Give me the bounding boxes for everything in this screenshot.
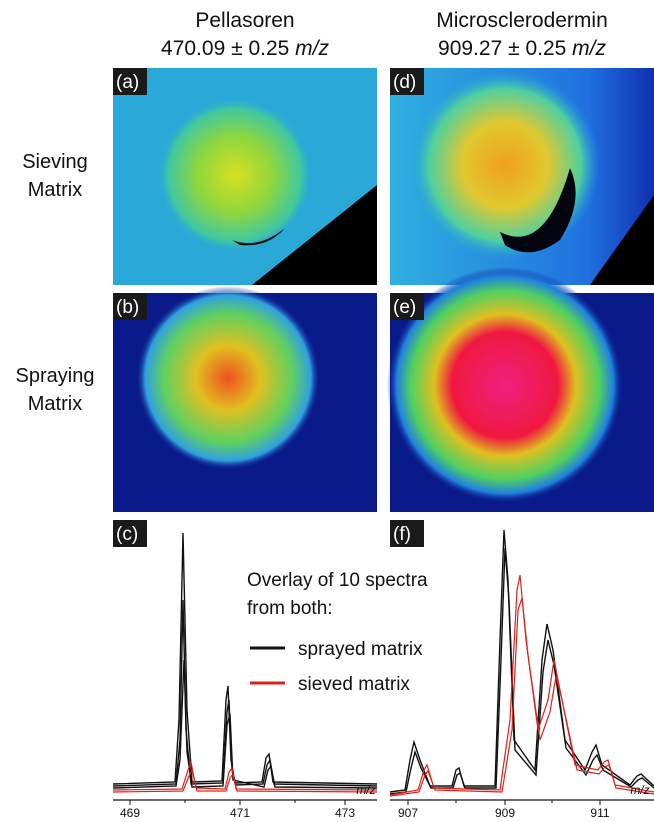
column-title: Pellasoren (195, 9, 294, 32)
legend-title: from both: (247, 598, 333, 619)
unit: m/z (295, 37, 329, 60)
tick-label: 471 (230, 806, 250, 820)
legend-item: sieved matrix (298, 674, 410, 695)
mass: 909.27 ± 0.25 (438, 37, 566, 60)
tick-label: 909 (495, 806, 515, 820)
panel-label-text: (c) (116, 524, 138, 545)
tick-label: 469 (120, 806, 140, 820)
row-label: Sieving (22, 151, 88, 173)
axis-unit: m/z (630, 783, 649, 797)
tick-label: 907 (398, 806, 418, 820)
spectrum-f (389, 529, 654, 797)
panel-label-text: (d) (393, 72, 416, 93)
panel-label-text: (e) (393, 297, 416, 318)
image-d (390, 68, 654, 285)
mass: 470.09 ± 0.25 (161, 37, 289, 60)
image-e (387, 267, 654, 512)
panel-label-text: (a) (116, 72, 139, 93)
legend-item: sprayed matrix (298, 639, 423, 660)
panel-label: (c) (113, 520, 147, 547)
axis-c: 469 471 473 m/z (113, 783, 377, 820)
tick-label: 473 (335, 806, 355, 820)
tick-label: 911 (590, 806, 609, 820)
unit: m/z (572, 37, 606, 60)
row-label: Matrix (28, 393, 82, 415)
image-a (113, 68, 377, 285)
panel-label: (f) (390, 520, 424, 547)
axis-f: 907 909 911 m/z (390, 783, 654, 820)
row-label: Spraying (16, 365, 95, 387)
panel-label: (b) (113, 293, 147, 320)
column-mass: 470.09 ± 0.25 m/z (161, 37, 329, 60)
image-b (113, 286, 377, 512)
column-mass: 909.27 ± 0.25 m/z (438, 37, 606, 60)
legend-title: Overlay of 10 spectra (247, 570, 428, 591)
axis-unit: m/z (356, 783, 375, 797)
panel-label-text: (f) (393, 524, 411, 545)
panel-label-text: (b) (116, 297, 139, 318)
row-label: Matrix (28, 179, 82, 201)
panel-label: (d) (390, 68, 424, 95)
column-title: Microsclerodermin (436, 9, 608, 32)
panel-label: (e) (390, 293, 424, 320)
panel-label: (a) (113, 68, 147, 95)
spectrum-c (112, 532, 378, 793)
